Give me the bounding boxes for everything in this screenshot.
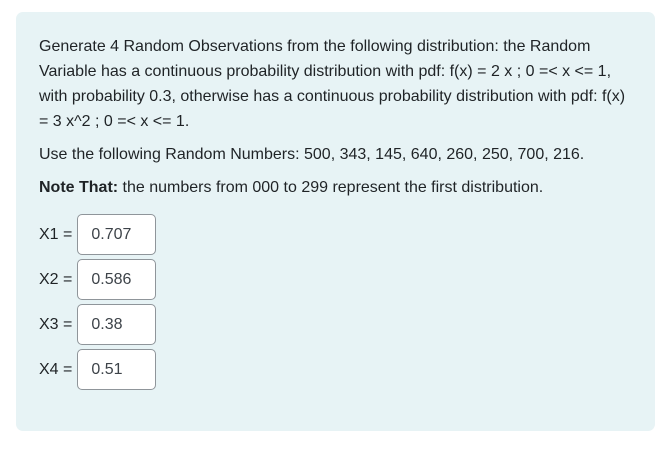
- answer-row-x3: X3 =: [39, 304, 632, 345]
- answer-row-x4: X4 =: [39, 349, 632, 390]
- answer-input-x2[interactable]: [77, 259, 157, 300]
- answer-input-x1[interactable]: [77, 214, 157, 255]
- note-label: Note That:: [39, 179, 119, 196]
- answer-label-x4: X4 =: [39, 360, 73, 378]
- note-text: Note That: the numbers from 000 to 299 r…: [39, 175, 632, 200]
- answer-input-x3[interactable]: [77, 304, 157, 345]
- answers-group: X1 = X2 = X3 = X4 =: [39, 214, 632, 390]
- answer-label-x1: X1 =: [39, 225, 73, 243]
- answer-label-x3: X3 =: [39, 315, 73, 333]
- answer-label-x2: X2 =: [39, 270, 73, 288]
- answer-row-x2: X2 =: [39, 259, 632, 300]
- question-card: Generate 4 Random Observations from the …: [16, 12, 655, 431]
- note-body: the numbers from 000 to 299 represent th…: [118, 179, 544, 196]
- question-text: Generate 4 Random Observations from the …: [39, 38, 626, 130]
- answer-input-x4[interactable]: [77, 349, 157, 390]
- random-numbers-text: Use the following Random Numbers: 500, 3…: [39, 146, 585, 163]
- answer-row-x1: X1 =: [39, 214, 632, 255]
